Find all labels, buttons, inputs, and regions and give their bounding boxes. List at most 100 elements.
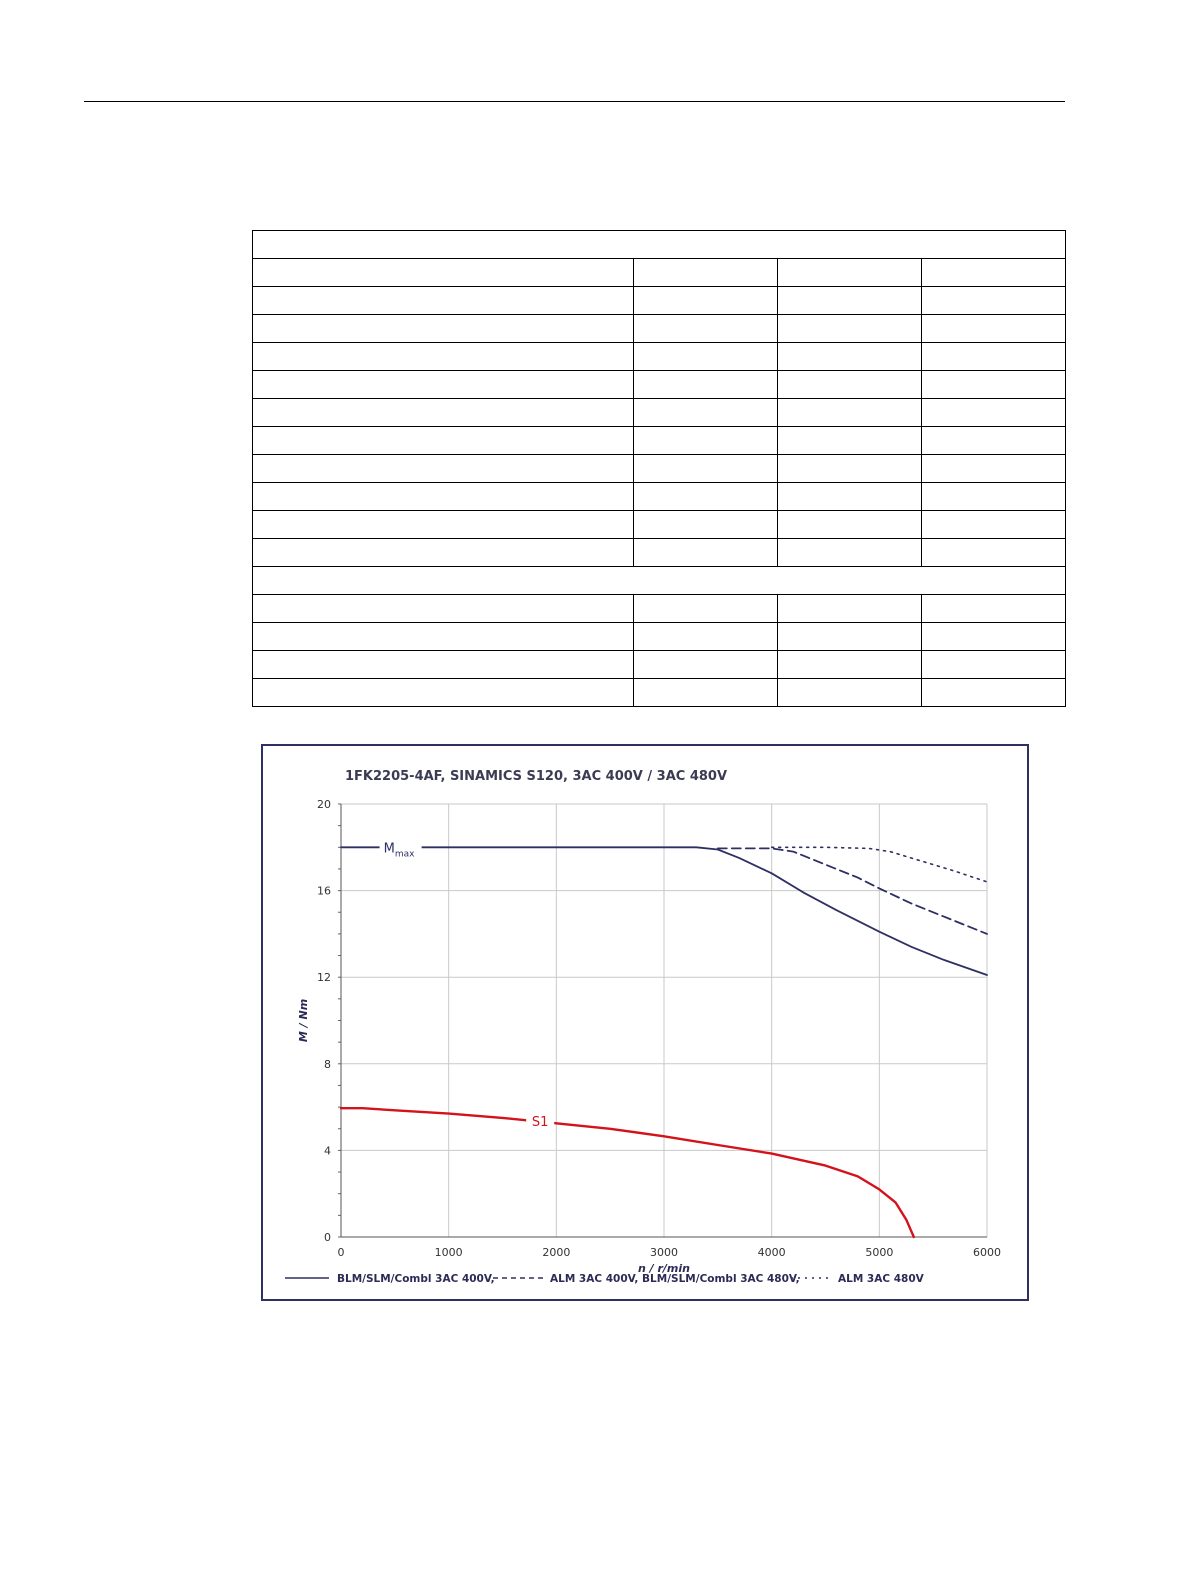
- spec-table-body: [252, 230, 1066, 707]
- table-row: [252, 650, 1066, 679]
- table-cell: [777, 314, 922, 343]
- table-cell: [777, 538, 922, 567]
- table-cell: [633, 594, 778, 623]
- table-cell: [633, 482, 778, 511]
- mmax-label-bg: [379, 838, 422, 857]
- table-row: [252, 678, 1066, 707]
- table-row: [252, 482, 1066, 511]
- y-tick-label: 4: [324, 1144, 331, 1157]
- x-tick-label: 4000: [758, 1246, 786, 1259]
- table-cell: [921, 678, 1066, 707]
- table-cell: [777, 258, 922, 287]
- legend-label: BLM/SLM/Combl 3AC 400V,: [337, 1273, 495, 1285]
- table-cell: [921, 650, 1066, 679]
- mmax-label: Mmax: [384, 841, 416, 859]
- table-cell: [921, 342, 1066, 371]
- table-row: [252, 230, 1066, 259]
- table-section-header: [252, 566, 1066, 595]
- chart-canvas: 1FK2205-4AF, SINAMICS S120, 3AC 400V / 3…: [285, 769, 1001, 1285]
- x-tick-label: 2000: [542, 1246, 570, 1259]
- table-cell: [921, 426, 1066, 455]
- spec-table: [252, 230, 1066, 707]
- table-cell: [633, 622, 778, 651]
- legend-label: ALM 3AC 480V: [838, 1273, 925, 1285]
- y-tick-label: 16: [317, 885, 331, 898]
- legend: BLM/SLM/Combl 3AC 400V, ALM 3AC 400V, BLM…: [285, 1273, 925, 1285]
- table-cell: [777, 342, 922, 371]
- table-cell: [777, 678, 922, 707]
- table-cell: [777, 622, 922, 651]
- table-row: [252, 258, 1066, 287]
- table-cell: [633, 258, 778, 287]
- table-row: [252, 370, 1066, 399]
- table-cell: [252, 510, 634, 539]
- grid-lines: [338, 803, 988, 1238]
- table-cell: [252, 398, 634, 427]
- table-cell: [252, 370, 634, 399]
- table-cell: [252, 258, 634, 287]
- table-cell: [633, 650, 778, 679]
- table-cell: [633, 370, 778, 399]
- top-rule: [84, 101, 1065, 102]
- table-cell: [633, 538, 778, 567]
- table-cell: [633, 426, 778, 455]
- table-cell: [633, 398, 778, 427]
- x-axis-label: n / r/min: [638, 1262, 690, 1275]
- y-tick-label: 8: [324, 1058, 331, 1071]
- s1-label: S1: [532, 1115, 549, 1130]
- table-row: [252, 622, 1066, 651]
- y-tick-label: 12: [317, 971, 331, 984]
- curve-annotations: Mmax S1: [379, 838, 555, 1130]
- table-section-header: [252, 230, 1066, 259]
- table-cell: [777, 286, 922, 315]
- series-line-s1: [339, 1107, 915, 1239]
- table-row: [252, 566, 1066, 595]
- table-row: [252, 510, 1066, 539]
- table-cell: [921, 510, 1066, 539]
- series-lines: [339, 846, 988, 1239]
- y-tick-label: 0: [324, 1231, 331, 1244]
- y-axis-label: M / Nm: [297, 999, 310, 1042]
- table-cell: [252, 594, 634, 623]
- tick-labels: 0 1000 2000 3000 4000 5000 6000 0 4 8 12 16 20: [317, 798, 1001, 1259]
- table-cell: [921, 258, 1066, 287]
- table-cell: [252, 426, 634, 455]
- table-cell: [777, 482, 922, 511]
- table-row: [252, 538, 1066, 567]
- legend-label: ALM 3AC 400V, BLM/SLM/Combl 3AC 480V,: [550, 1273, 800, 1285]
- table-cell: [252, 454, 634, 483]
- table-cell: [252, 622, 634, 651]
- table-cell: [777, 454, 922, 483]
- table-cell: [633, 286, 778, 315]
- table-cell: [777, 650, 922, 679]
- table-cell: [921, 622, 1066, 651]
- s1-label-bg: [526, 1111, 555, 1130]
- table-cell: [252, 314, 634, 343]
- series-line-mmax_alm400_blm480: [716, 847, 988, 935]
- table-cell: [633, 678, 778, 707]
- table-cell: [252, 538, 634, 567]
- table-cell: [921, 314, 1066, 343]
- table-cell: [252, 482, 634, 511]
- table-cell: [777, 426, 922, 455]
- table-cell: [921, 538, 1066, 567]
- table-row: [252, 286, 1066, 315]
- y-tick-label: 20: [317, 798, 331, 811]
- table-cell: [921, 482, 1066, 511]
- table-cell: [633, 314, 778, 343]
- table-cell: [777, 398, 922, 427]
- torque-speed-chart: 1FK2205-4AF, SINAMICS S120, 3AC 400V / 3…: [261, 744, 1029, 1301]
- chart-title: 1FK2205-4AF, SINAMICS S120, 3AC 400V / 3…: [345, 769, 727, 784]
- table-cell: [252, 678, 634, 707]
- x-tick-label: 0: [338, 1246, 345, 1259]
- table-cell: [633, 454, 778, 483]
- table-cell: [633, 342, 778, 371]
- table-row: [252, 342, 1066, 371]
- table-cell: [921, 594, 1066, 623]
- table-cell: [921, 454, 1066, 483]
- x-tick-label: 1000: [435, 1246, 463, 1259]
- table-row: [252, 314, 1066, 343]
- x-tick-label: 6000: [973, 1246, 1001, 1259]
- table-cell: [252, 650, 634, 679]
- series-line-mmax_400: [340, 846, 988, 976]
